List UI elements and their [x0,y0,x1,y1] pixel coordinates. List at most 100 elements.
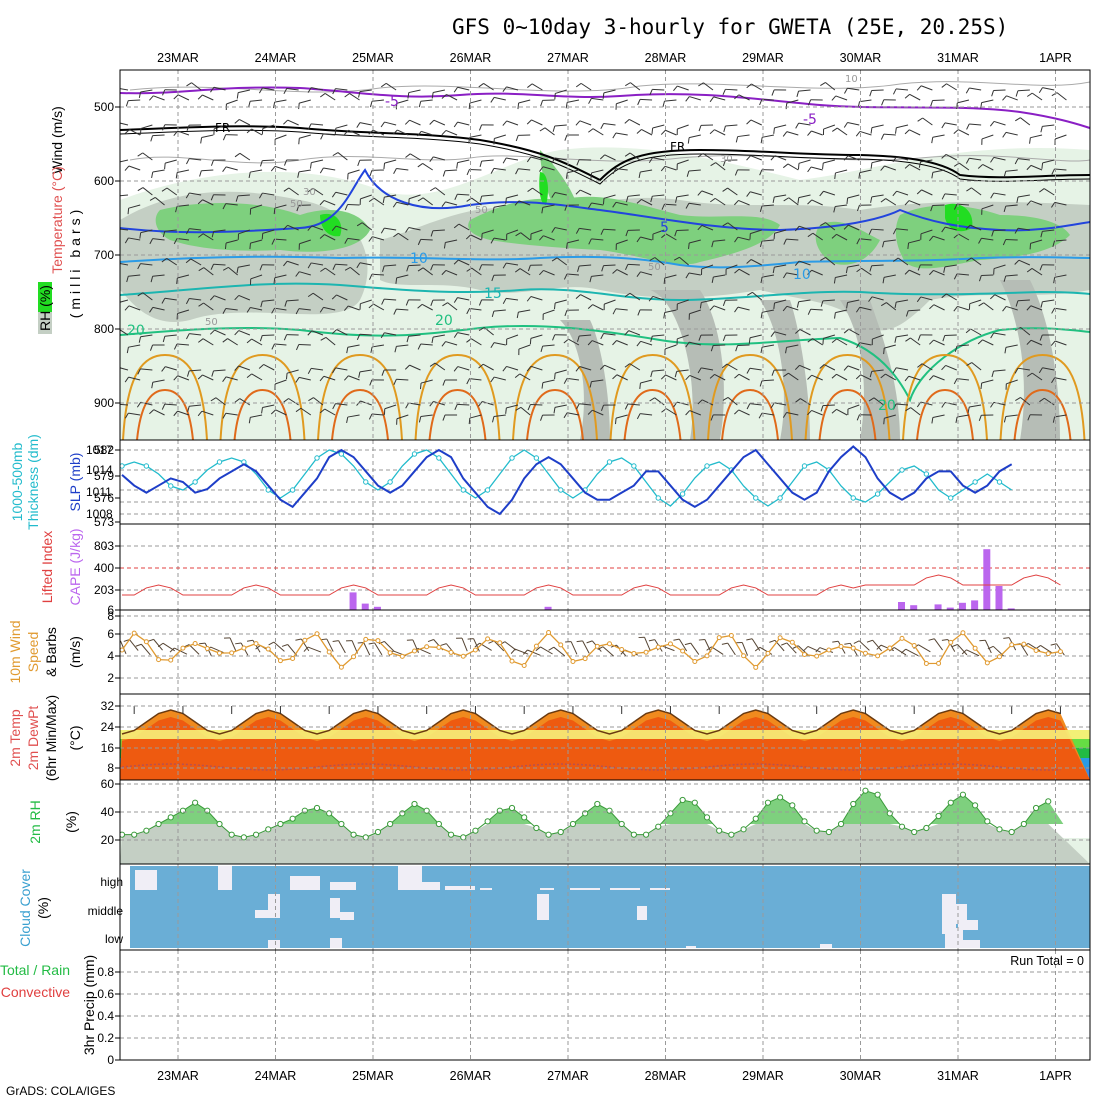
cloud-bar [960,940,980,948]
wind-barb [335,124,348,129]
wind-barb [274,165,287,171]
rh-point [374,828,382,836]
cloud-bar [135,870,157,890]
wind-barb [520,232,531,241]
wind-barb [788,197,799,206]
wind-barb [506,404,519,409]
wind-barb [420,414,433,418]
tick-label: 573 [94,515,114,529]
wind-barb [640,271,653,276]
tick-label: 60 [101,777,115,791]
wind-barb [140,229,153,234]
cloud-level-middle: middle [88,904,124,918]
wind-barb [359,89,372,93]
wind-barb [933,235,945,241]
wind-barb [374,642,383,656]
wind-barb [798,122,811,126]
thickness-point [168,483,174,489]
wind-barb [335,367,348,371]
cloud-bar [610,888,640,890]
wind-barb [493,96,506,101]
thickness-point [679,491,686,497]
wind-barb [165,366,177,371]
isotherm-dome [818,388,877,440]
contour-label: 20 [878,398,896,414]
wind-barb [836,373,848,381]
wind-barb [359,333,372,336]
wind-barb [774,155,787,161]
wind-barb [644,637,651,651]
wind-barb [910,407,921,416]
wind-barb [1040,645,1053,654]
cloud-bar [268,894,280,918]
wind-barb [896,367,909,371]
wind-barb [506,365,519,371]
wind-point [704,653,710,659]
wind-barb [946,83,958,91]
contour-label: -5 [803,112,817,128]
wind-barb [689,341,701,346]
wind-barb [166,187,178,196]
wind-barb [957,99,970,104]
wind-barb [493,204,506,208]
thickness-point [265,487,271,493]
wind-barb [737,236,750,241]
wind-barb [542,204,555,208]
wind-barb [457,86,470,91]
wind-barb [239,118,251,126]
dewpoint-line [121,763,1061,771]
wind-point [241,645,247,651]
rh-point [996,826,1003,833]
wind-barb [1005,414,1018,418]
wind-barb [835,169,848,174]
wind-barb [177,410,190,416]
wind-barb [299,239,311,245]
wind-barb [202,199,214,206]
rh-point [1045,798,1052,805]
wind-barb [702,153,714,161]
wind-barb [514,648,529,655]
wind-barb [250,169,263,173]
wind-panel: 8 6 4 2 10m Wind Speed & Barbs (m/s) [7,609,1091,695]
wind-barb [371,273,384,276]
wind-barb [347,237,360,241]
wind-barb [689,239,701,244]
wind-barb [715,162,726,171]
cloud-bar [820,944,832,948]
wind-barb [567,169,580,174]
wind-barb [1006,379,1018,385]
wind-barb [494,376,506,381]
wind-barb [457,121,470,126]
wind-barb [641,129,653,136]
wind-barb [189,228,202,231]
date-label: 28MAR [645,1069,687,1083]
rh-point [935,812,942,820]
wind-barb [615,201,628,206]
wind-barb [363,642,371,656]
wind-barb [616,269,628,276]
isotherm-dome [526,388,584,440]
cloud-bar [330,938,342,948]
wind-barb [993,120,1006,126]
wind-barb [152,169,165,173]
temp-ylabel-unit: (°C) [67,725,83,750]
wind-point [692,658,698,664]
wind-barb [250,99,263,102]
precip-ylabel-convective: Convective [1,984,70,1000]
rh-point [484,818,491,825]
cloud-bar [255,910,269,918]
wind-barb [1031,268,1043,276]
wind-barb [896,299,909,303]
wind-barb [153,639,163,651]
wind-barb [128,305,141,311]
wind-barb [120,403,129,406]
temp-ylabel-b: 2m DewPt [25,706,41,771]
cape-bar [934,604,942,610]
wind-barb [1054,168,1067,171]
wind-barb [616,340,628,346]
wind-barb [981,237,994,241]
wind-barb [762,274,775,278]
wind-barb [714,197,726,206]
wind-barb [120,159,129,163]
wind-barb [811,269,823,276]
